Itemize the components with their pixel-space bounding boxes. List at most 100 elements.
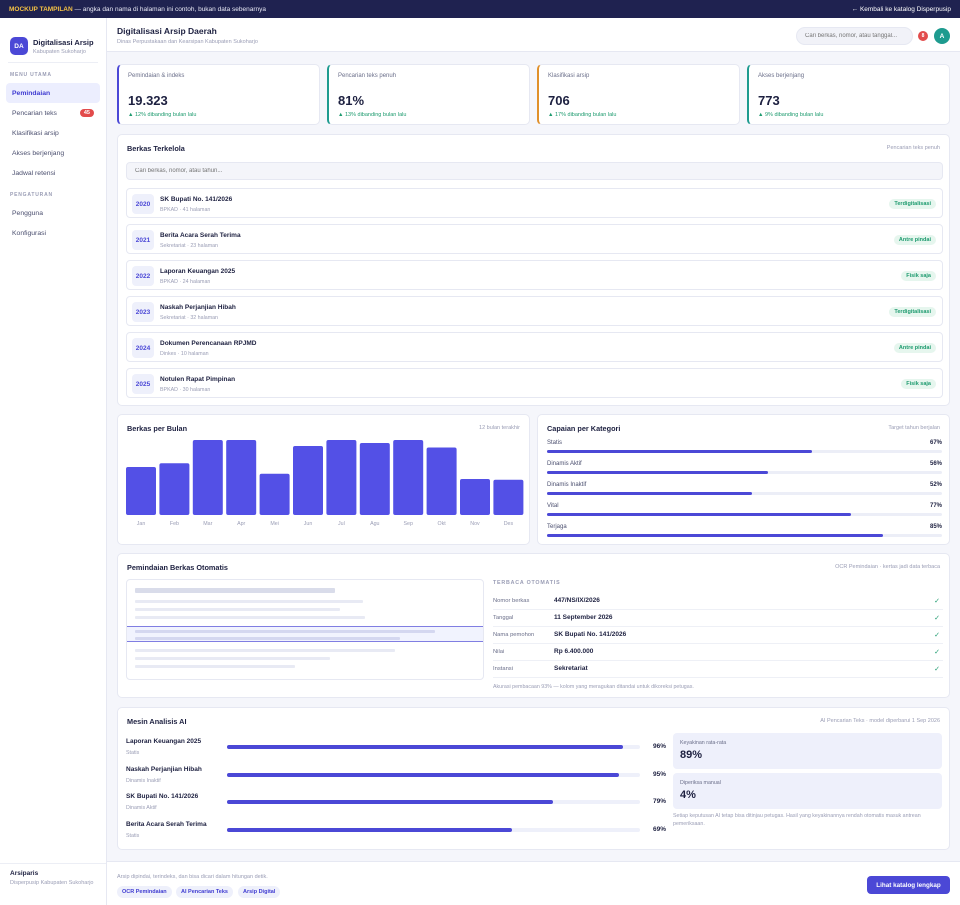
check-icon: ✓ [934,598,940,605]
item-title: Berita Acara Serah Terima [160,232,241,239]
sidebar-item-pencarian-teks[interactable]: Pencarian teks 45 [6,103,100,123]
mockup-banner: MOCKUP TAMPILAN — angka dan nama di hala… [0,0,960,18]
berkas-search-input[interactable] [126,162,943,180]
confidence-track [227,827,640,832]
card-note: 12 bulan terakhir [479,425,520,431]
list-item[interactable]: 2025 Notulen Rapat Pimpinan BPKAD · 30 h… [126,368,943,398]
ai-footnote: Setiap keputusan AI tetap bisa ditinjau … [673,813,921,827]
ocr-field-value: Sekretariat [554,665,588,672]
ai-doc-category: Statis [126,832,140,839]
progress-label: Dinamis Aktif [547,461,582,467]
year-badge: 2020 [132,194,154,214]
bar-jun [293,446,323,515]
progress-label: Terjaga [547,524,567,530]
status-badge: Terdigitalisasi [889,307,936,317]
bulan-chart-card: Berkas per Bulan 12 bulan terakhir Jan Fe… [117,414,530,545]
doc-line [135,608,340,611]
metric-label: Diperiksa manual [680,780,721,786]
year-badge: 2024 [132,338,154,358]
tag-chip: AI Pencarian Teks [176,886,233,898]
progress-label: Statis [547,440,563,446]
ocr-field-key: Nomor berkas [493,598,530,604]
doc-line [135,657,330,660]
ai-result-row[interactable]: Naskah Perjanjian Hibah Dinamis Inaktif 95… [126,766,666,790]
x-tick-label: Jul [338,521,345,527]
avg-confidence-box: Keyakinan rata-rata 89% [673,733,942,769]
status-badge: Terdigitalisasi [889,199,936,209]
confidence-fill [227,772,620,777]
sidebar-divider [8,62,98,63]
confidence-value: 95% [652,770,666,778]
progress-item: Dinamis Inaktif 52% [547,482,942,502]
doc-line [135,637,400,640]
bar-feb [159,463,190,515]
stat-card-klasifikasi: Klasifikasi arsip 706 ▲ 17% dibanding bu… [537,64,740,125]
sidebar: DA Digitalisasi Arsip Kabupaten Sukoharj… [0,18,107,905]
bar-apr [226,440,257,515]
doc-line [135,649,395,652]
avatar[interactable]: A [934,28,950,44]
list-item[interactable]: 2024 Dokumen Perencanaan RPJMD Dinkes · … [126,332,943,362]
item-subtitle: Dinkes · 10 halaman [160,351,209,357]
stat-value: 773 [758,93,780,108]
ocr-field-key: Nilai [493,649,505,655]
back-to-catalog-link[interactable]: ← Kembali ke katalog Disperpusip [851,5,951,13]
sidebar-user: Arsiparis Disperpusip Kabupaten Sukoharj… [0,863,106,905]
mockup-tag: MOCKUP TAMPILAN [9,5,73,13]
search-input[interactable] [796,27,913,45]
ai-doc-category: Dinamis Inaktif [126,777,161,784]
x-tick-label: Okt [437,521,446,527]
item-title: Dokumen Perencanaan RPJMD [160,340,257,347]
list-item[interactable]: 2023 Naskah Perjanjian Hibah Sekretariat… [126,296,943,326]
ai-result-row[interactable]: Laporan Keuangan 2025 Statis 96% [126,738,666,762]
progress-item: Terjaga 85% [547,524,942,544]
sidebar-item-akses-berjenjang[interactable]: Akses berjenjang [6,143,100,163]
check-icon: ✓ [934,666,940,673]
list-item[interactable]: 2022 Laporan Keuangan 2025 BPKAD · 24 ha… [126,260,943,290]
sidebar-item-jadwal-retensi[interactable]: Jadwal retensi [6,163,100,183]
sidebar-item-label: Pengguna [12,209,43,217]
year-badge: 2022 [132,266,154,286]
x-tick-label: Sep [403,521,412,527]
metric-value: 89% [680,749,703,761]
metric-value: 4% [680,789,696,801]
list-item[interactable]: 2021 Berita Acara Serah Terima Sekretari… [126,224,943,254]
brand-title: Digitalisasi Arsip [33,37,94,47]
ocr-field-value: 447/NS/IX/2026 [554,597,600,604]
status-badge: Fisik saja [901,379,936,389]
x-tick-label: Mar [203,521,212,527]
ocr-field: Nama pemohon SK Bupati No. 141/2026 ✓ [493,627,943,644]
sidebar-item-label: Konfigurasi [12,229,47,237]
notification-badge[interactable]: 8 [918,31,928,41]
view-catalog-button[interactable]: Lihat katalog lengkap [867,876,950,894]
stat-change: ▲ 12% dibanding bulan lalu [128,112,197,118]
progress-item: Vital 77% [547,503,942,523]
sidebar-item-pengguna[interactable]: Pengguna [6,203,100,223]
progress-value: 67% [929,440,942,446]
bar-nov [460,479,490,515]
ai-result-row[interactable]: Berita Acara Serah Terima Statis 69% [126,821,666,845]
sidebar-item-label: Pencarian teks [12,109,57,117]
check-icon: ✓ [934,649,940,656]
x-tick-label: Apr [237,521,245,527]
doc-line [135,630,435,633]
progress-value: 56% [929,461,942,467]
item-title: SK Bupati No. 141/2026 [160,196,233,203]
sidebar-item-pemindaian[interactable]: Pemindaian [6,83,100,103]
ocr-field-value: Rp 6.400.000 [554,648,594,655]
check-icon: ✓ [934,632,940,639]
card-title: Berkas Terkelola [127,144,185,153]
sidebar-item-klasifikasi-arsip[interactable]: Klasifikasi arsip [6,123,100,143]
confidence-value: 69% [652,825,666,833]
list-item[interactable]: 2020 SK Bupati No. 141/2026 BPKAD · 41 h… [126,188,943,218]
progress-track [547,513,942,516]
status-badge: Antre pindai [893,235,936,245]
confidence-track [227,745,640,749]
ai-result-row[interactable]: SK Bupati No. 141/2026 Dinamis Aktif 79% [126,793,666,817]
ocr-field: Instansi Sekretariat ✓ [493,661,943,678]
stat-value: 19.323 [128,93,168,108]
status-badge: Antre pindai [893,343,936,353]
bar-mei [259,473,290,515]
user-org: Disperpusip Kabupaten Sukoharjo [10,880,94,886]
sidebar-item-konfigurasi[interactable]: Konfigurasi [6,223,100,243]
